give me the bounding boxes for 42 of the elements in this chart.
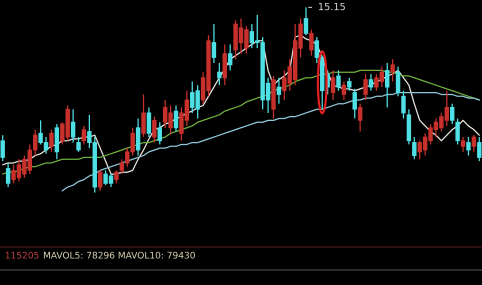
- candlestick: [49, 129, 54, 152]
- candlestick: [450, 103, 454, 125]
- candlestick: [76, 136, 81, 152]
- candlestick: [390, 58, 395, 82]
- candlestick: [401, 90, 406, 120]
- text: MAVOL5: 78296 MAVOL10: 79430: [44, 252, 195, 259]
- candlestick: [304, 6, 308, 36]
- candlestick: [82, 125, 86, 146]
- candlestick: [330, 70, 336, 101]
- candlestick: [363, 73, 368, 101]
- candlestick: [342, 80, 346, 101]
- text: 115205: [6, 252, 38, 259]
- candlestick: [358, 103, 362, 132]
- candlestick: [385, 62, 390, 108]
- candlestick: [174, 104, 178, 132]
- candlestick: [466, 136, 471, 156]
- candlestick: [352, 88, 357, 120]
- candlestick: [477, 136, 482, 162]
- candlestick: [98, 170, 102, 192]
- candlestick: [472, 134, 476, 152]
- candlestick: [368, 73, 374, 92]
- candlestick: [6, 162, 10, 188]
- candlestick: [152, 116, 157, 144]
- candlestick: [314, 36, 320, 64]
- candlestick: [455, 118, 460, 146]
- candlestick: [228, 44, 232, 71]
- candlestick: [141, 94, 146, 138]
- candlestick: [0, 134, 5, 162]
- candlestick: [336, 70, 341, 92]
- candlestick: [136, 118, 140, 156]
- candlestick: [70, 108, 76, 144]
- annotation: 15.15: [318, 3, 345, 10]
- candlestick: [114, 170, 119, 184]
- candlestick: [146, 106, 152, 138]
- candlestick: [412, 136, 417, 160]
- candlestick: [158, 122, 162, 146]
- candlestick: [276, 77, 282, 104]
- candlestick: [347, 77, 352, 92]
- candlestick: [212, 23, 216, 64]
- candlestick: [396, 66, 400, 97]
- candlestick: [217, 62, 222, 86]
- candlestick: [309, 29, 314, 56]
